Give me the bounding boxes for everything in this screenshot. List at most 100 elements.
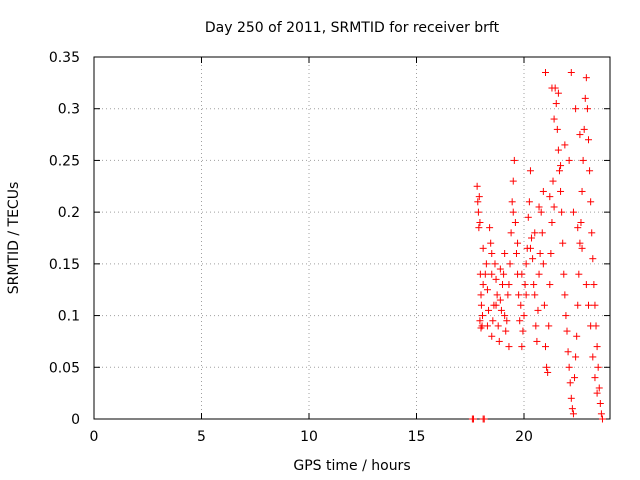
data-point [537, 208, 545, 216]
data-point [547, 250, 555, 258]
data-point [512, 250, 520, 258]
data-point [591, 301, 599, 309]
data-point [505, 343, 513, 351]
data-point [562, 312, 570, 320]
data-point [532, 322, 540, 330]
data-point [582, 281, 590, 289]
data-point [539, 187, 547, 195]
data-point [593, 343, 601, 351]
y-axis-label: SRMTID / TECUs [6, 182, 22, 295]
data-point [552, 100, 560, 108]
data-point [561, 291, 569, 299]
data-point [515, 291, 523, 299]
data-point [528, 234, 536, 242]
data-point [481, 270, 489, 278]
data-point [540, 301, 548, 309]
data-point [475, 224, 483, 232]
data-point [588, 229, 596, 237]
y-tick-label: 0.15 [49, 257, 80, 273]
data-point [576, 131, 584, 139]
data-point [486, 224, 494, 232]
data-point [479, 244, 487, 252]
data-point [509, 177, 517, 185]
y-tick-label: 0.05 [49, 360, 80, 376]
data-point [587, 322, 595, 330]
data-point [477, 324, 485, 332]
y-tick-label: 0.25 [49, 153, 80, 169]
data-point [587, 198, 595, 206]
data-point [533, 337, 541, 345]
data-point [583, 105, 591, 113]
data-point [572, 353, 580, 361]
data-point [534, 306, 542, 314]
data-point [590, 281, 598, 289]
data-point [589, 353, 597, 361]
data-point [488, 250, 496, 258]
data-point [488, 332, 496, 340]
y-tick-label: 0 [71, 412, 80, 428]
data-point [492, 275, 500, 283]
data-point [559, 239, 567, 247]
data-point [506, 260, 514, 268]
axis-ticks: 0 5 10 15 20 0 0.05 0.1 0.15 0.2 0.25 0.3 0.35 [49, 50, 610, 445]
data-point [566, 379, 574, 387]
data-point [546, 193, 554, 201]
data-point [526, 167, 534, 175]
data-point [581, 94, 589, 102]
data-point [585, 301, 592, 309]
data-point [524, 213, 532, 221]
data-point [555, 167, 563, 175]
data-point [531, 229, 539, 237]
data-point [572, 105, 580, 113]
data-point [479, 281, 487, 289]
data-point [497, 306, 505, 314]
data-point [487, 239, 495, 247]
data-point [576, 239, 584, 247]
data-point [585, 136, 592, 144]
data-point [545, 322, 553, 330]
data-point [574, 301, 582, 309]
data-point [511, 218, 519, 226]
data-point [477, 301, 485, 309]
data-point [589, 255, 597, 263]
data-point [573, 332, 581, 340]
data-point [591, 374, 599, 382]
data-point [499, 281, 506, 289]
data-point [595, 384, 603, 392]
data-point [508, 198, 516, 206]
data-point [514, 239, 522, 247]
data-point [594, 363, 602, 371]
x-tick-label: 5 [197, 429, 206, 445]
data-point [546, 281, 554, 289]
data-point [476, 218, 484, 226]
data-point [578, 187, 586, 195]
data-point [535, 270, 543, 278]
data-point [521, 281, 529, 289]
data-point [569, 410, 577, 418]
data-point [525, 198, 533, 206]
data-point [476, 317, 484, 325]
x-tick-label: 10 [300, 429, 318, 445]
data-point [550, 203, 558, 211]
data-point [567, 394, 575, 402]
data-point [542, 343, 549, 351]
data-point [488, 270, 496, 278]
data-point [504, 291, 512, 299]
y-tick-label: 0.1 [58, 309, 80, 325]
data-point [586, 167, 594, 175]
data-point [557, 187, 565, 195]
data-point [493, 291, 501, 299]
data-point [482, 260, 490, 268]
data-point [536, 250, 544, 258]
data-point [492, 301, 500, 309]
data-point [530, 281, 538, 289]
x-tick-label: 20 [515, 429, 533, 445]
data-point [543, 363, 551, 371]
data-point [565, 363, 573, 371]
data-point [517, 301, 525, 309]
data-point [495, 337, 503, 345]
data-point [554, 146, 562, 154]
data-point [561, 141, 569, 149]
data-point [475, 193, 483, 201]
